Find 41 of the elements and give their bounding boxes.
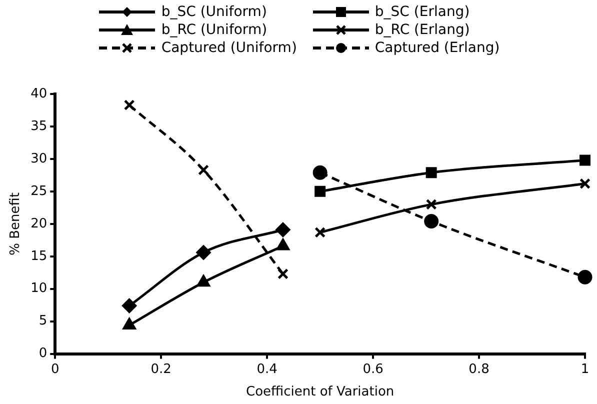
- point: [276, 222, 290, 237]
- point: [578, 270, 592, 284]
- point: [122, 318, 136, 330]
- point: [196, 245, 211, 260]
- point: [312, 165, 328, 180]
- x-tick-label: 0.8: [468, 362, 490, 377]
- x-tick-label: 0.4: [256, 362, 278, 377]
- y-tick-label: 15: [30, 248, 48, 264]
- x-tick-label: 0: [51, 362, 60, 377]
- y-tick-label: 40: [30, 86, 48, 102]
- x-tick-label: 0.6: [362, 362, 384, 377]
- point: [580, 154, 590, 166]
- legend-label: Captured (Erlang): [374, 40, 500, 56]
- x-tick-label: 0.2: [150, 362, 172, 377]
- point: [424, 214, 439, 229]
- point: [122, 298, 137, 313]
- y-axis-title: % Benefit: [8, 192, 24, 256]
- legend-label: b_SC (Erlang): [374, 4, 470, 20]
- y-tick-label: 10: [30, 281, 48, 296]
- y-tick-label: 0: [38, 346, 48, 362]
- y-tick-label: 25: [30, 184, 48, 199]
- legend-label: b_SC (Uniform): [161, 4, 267, 20]
- legend-label: b_RC (Erlang): [374, 22, 470, 38]
- legend-label: b_RC (Uniform): [161, 22, 268, 38]
- y-tick-label: 30: [30, 151, 48, 166]
- x-tick-label: 1: [580, 362, 590, 377]
- point: [314, 226, 326, 238]
- y-tick-label: 20: [30, 216, 48, 232]
- point: [426, 167, 437, 178]
- point: [277, 268, 288, 280]
- y-tick-label: 5: [38, 314, 48, 329]
- x-axis-title: Coefficient of Variation: [246, 384, 394, 400]
- point: [580, 178, 590, 190]
- point: [198, 164, 209, 176]
- point: [314, 186, 326, 197]
- legend-label: Captured (Uniform): [161, 40, 297, 56]
- point: [124, 100, 135, 111]
- point: [276, 238, 290, 250]
- point: [197, 275, 210, 287]
- point: [426, 198, 437, 210]
- y-tick-label: 35: [30, 118, 48, 134]
